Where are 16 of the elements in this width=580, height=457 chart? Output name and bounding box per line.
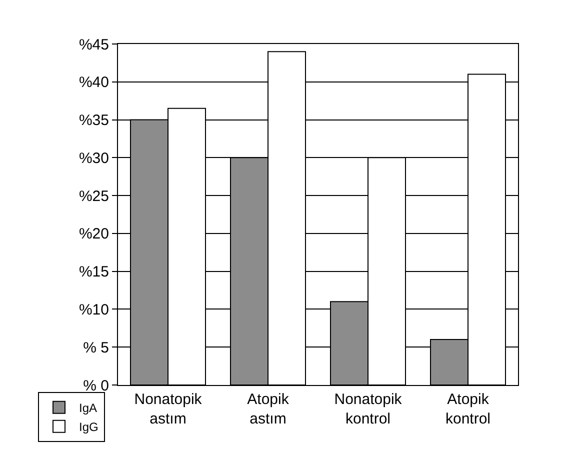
- y-tick-label: %15: [78, 264, 109, 281]
- x-tick-label: Atopik kontrol: [445, 391, 491, 428]
- y-tick-label: % 5: [83, 339, 109, 356]
- y-tick-label: %10: [78, 301, 109, 318]
- y-tick-label: %35: [78, 112, 109, 130]
- y-tick-label: %30: [78, 150, 109, 167]
- legend-label: IgA: [79, 401, 98, 415]
- y-tick-label: %45: [78, 36, 109, 54]
- x-tick-label: Nonatopik astım: [134, 391, 202, 428]
- x-tick-label: Atopik astım: [247, 391, 290, 428]
- x-tick-label: Nonatopik kontrol: [334, 391, 402, 428]
- y-tick-label: %40: [78, 74, 109, 92]
- y-tick-label: %25: [78, 188, 109, 205]
- y-tick-label: % 0: [83, 377, 109, 394]
- legend-label: IgG: [79, 420, 98, 434]
- y-tick-label: %20: [78, 226, 109, 243]
